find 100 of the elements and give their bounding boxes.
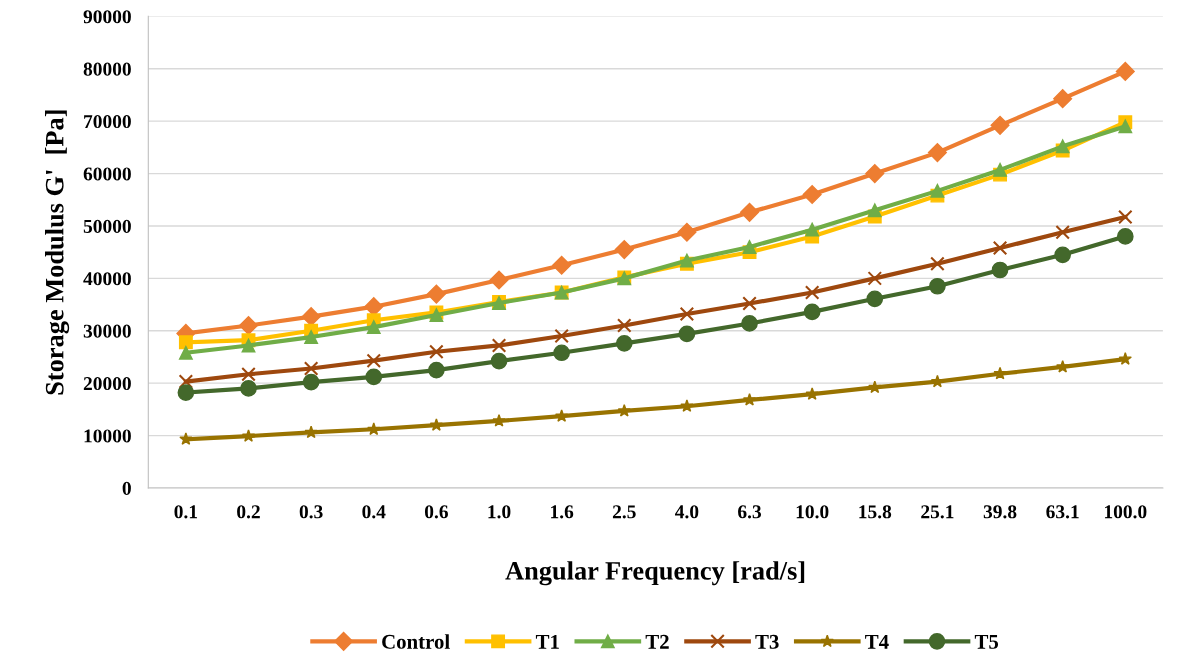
point [614, 240, 634, 260]
point [742, 296, 757, 311]
legend-label: T5 [974, 635, 999, 649]
point [367, 422, 381, 436]
point [1053, 89, 1073, 109]
point [930, 183, 945, 198]
point [178, 374, 194, 389]
point [678, 325, 696, 343]
point [804, 285, 820, 300]
point [930, 256, 945, 271]
y-axis-title: Storage Modulus G' [Pa] [45, 110, 70, 395]
point [1115, 61, 1135, 81]
point [238, 316, 259, 336]
point [304, 425, 318, 439]
x-tick-label: 1.6 [551, 505, 574, 519]
y-tick-label: 60000 [83, 167, 131, 181]
point [993, 162, 1007, 177]
y-tick-label: 90000 [83, 10, 131, 24]
point [742, 239, 757, 254]
point [489, 270, 509, 290]
point [426, 284, 446, 304]
point [802, 185, 822, 205]
point [617, 404, 631, 417]
point [366, 353, 382, 368]
point [304, 330, 319, 345]
point [428, 361, 445, 379]
point [178, 335, 193, 350]
x-axis-title: Angular Frequency [rad/s] [505, 561, 805, 586]
x-tick-label: 6.3 [738, 505, 762, 519]
point [1056, 359, 1070, 373]
x-tick-label: 2.5 [612, 505, 636, 519]
point [492, 413, 506, 427]
point [615, 335, 633, 352]
x-tick-label: 63.1 [1046, 505, 1079, 519]
point [990, 115, 1010, 135]
point [553, 344, 570, 362]
legend-label: T1 [535, 634, 559, 649]
point [491, 338, 507, 353]
legend-label: Control [382, 634, 450, 649]
point [490, 352, 508, 370]
point [1116, 228, 1134, 245]
y-tick-label: 0 [122, 481, 131, 495]
y-tick-label: 70000 [84, 114, 131, 129]
x-tick-label: 1.0 [488, 505, 511, 519]
point [929, 277, 946, 295]
point [552, 255, 572, 275]
x-tick-label: 10.0 [796, 505, 829, 519]
point [680, 399, 694, 412]
y-tick-label: 30000 [83, 324, 131, 338]
point [805, 222, 820, 237]
point [1118, 352, 1132, 365]
point [177, 384, 195, 401]
point [992, 240, 1008, 256]
point [241, 366, 256, 382]
point [1118, 209, 1133, 225]
point [805, 387, 819, 400]
x-tick-label: 0.2 [237, 505, 260, 519]
legend-label: T2 [645, 634, 669, 649]
x-tick-label: 4.0 [675, 505, 699, 519]
y-tick-label: 80000 [83, 62, 131, 76]
point [867, 203, 882, 218]
point [241, 338, 256, 353]
point [554, 328, 569, 344]
point [1055, 139, 1070, 154]
point [866, 290, 884, 308]
x-tick-label: 0.6 [424, 505, 448, 519]
point [179, 432, 193, 445]
point [742, 392, 757, 406]
point [429, 418, 444, 431]
point [991, 261, 1009, 279]
point [303, 361, 319, 376]
x-tick-label: 0.1 [174, 505, 198, 519]
point [1054, 246, 1072, 264]
x-tick-label: 25.1 [921, 505, 954, 519]
legend-label: T3 [755, 634, 779, 649]
point [178, 345, 193, 360]
point [301, 307, 321, 327]
point [302, 373, 320, 391]
y-tick-label: 20000 [83, 376, 131, 391]
point [365, 368, 383, 386]
point [366, 320, 381, 335]
point [241, 429, 256, 442]
x-tick-label: 39.8 [983, 505, 1017, 519]
x-tick-label: 0.3 [299, 505, 323, 519]
y-tick-label: 10000 [84, 429, 131, 443]
point [865, 164, 885, 184]
point [1055, 224, 1070, 240]
point [679, 306, 695, 322]
point [739, 202, 760, 222]
point [555, 409, 569, 422]
point [741, 315, 758, 332]
point [616, 318, 632, 333]
y-tick-label: 40000 [83, 272, 131, 286]
point [867, 271, 883, 286]
point [429, 344, 444, 360]
x-tick-label: 100.0 [1104, 505, 1147, 519]
y-tick-label: 50000 [83, 219, 131, 233]
point [677, 222, 697, 242]
point [927, 143, 947, 163]
x-tick-label: 0.4 [362, 505, 386, 519]
